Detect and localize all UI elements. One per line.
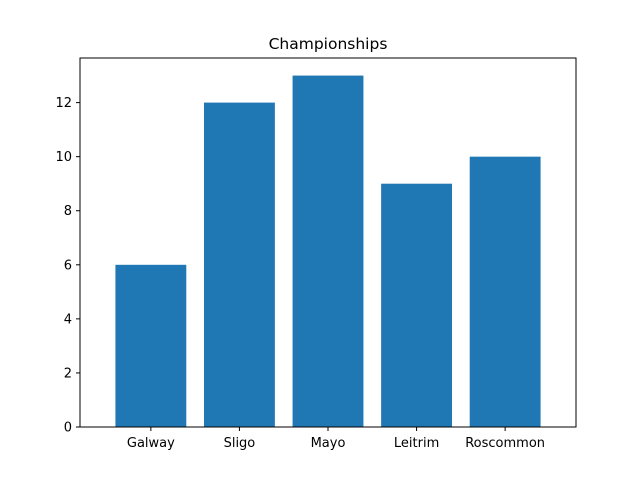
bar-mayo (292, 75, 364, 428)
bar-roscommon (469, 156, 541, 427)
y-axis-ticks: 0 2 4 6 8 10 12 (55, 96, 80, 436)
x-tick-label: Mayo (311, 436, 346, 451)
y-tick-label: 10 (55, 150, 72, 165)
bar-galway (115, 264, 187, 427)
y-tick-label: 0 (64, 421, 72, 436)
x-axis-ticks: Galway Sligo Mayo Leitrim Roscommon (127, 427, 545, 451)
y-tick-label: 2 (64, 366, 72, 381)
bars-layer (115, 75, 541, 428)
x-tick-label: Galway (127, 436, 175, 451)
chart-title: Championships (269, 35, 388, 53)
bar-leitrim (381, 183, 452, 427)
x-tick-label: Roscommon (465, 436, 545, 451)
x-tick-label: Leitrim (394, 436, 439, 451)
y-tick-label: 6 (64, 258, 72, 273)
y-tick-label: 8 (64, 204, 72, 219)
axes-frame (79, 57, 577, 428)
bar-sligo (204, 102, 275, 427)
x-tick-label: Sligo (224, 436, 256, 451)
y-tick-label: 4 (64, 312, 72, 327)
y-tick-label: 12 (55, 96, 72, 111)
